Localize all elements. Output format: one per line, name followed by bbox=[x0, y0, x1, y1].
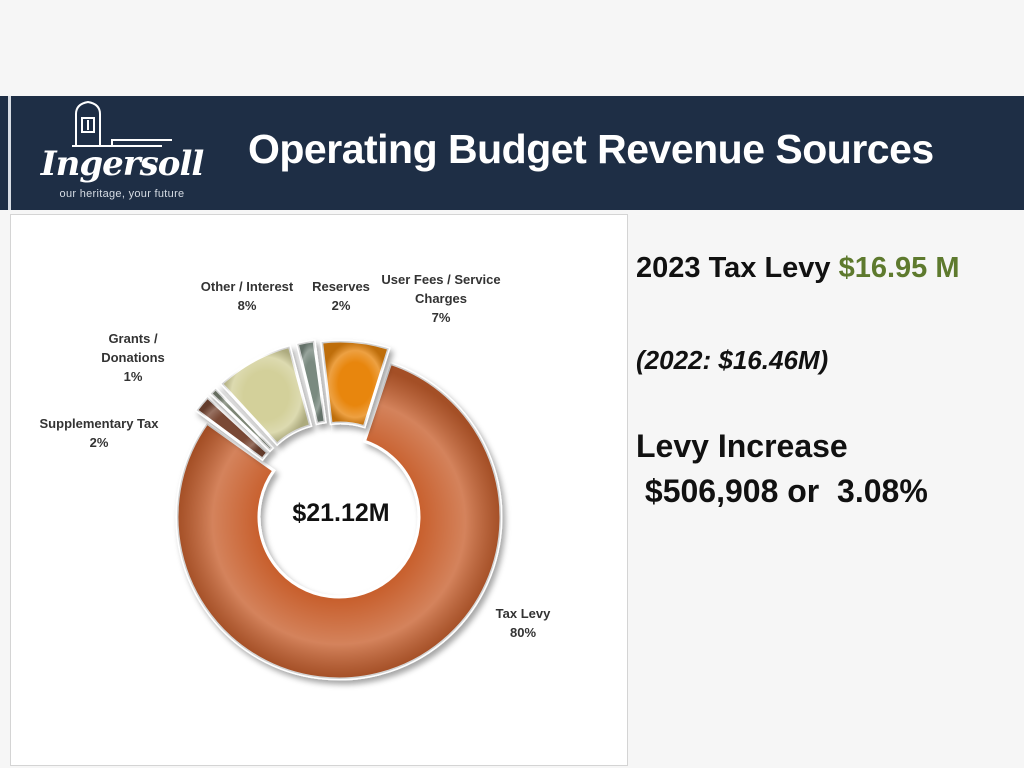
slice-label-user-fees: User Fees / Service Charges 7% bbox=[381, 270, 501, 327]
slice-label-tax-levy: Tax Levy 80% bbox=[481, 604, 565, 642]
revenue-donut-chart: Other / Interest 8% Reserves 2% User Fee… bbox=[10, 214, 628, 766]
slice-value-tax-levy: 80% bbox=[509, 625, 537, 640]
slice-name-user-fees: User Fees / Service Charges bbox=[381, 272, 501, 306]
page-title: Operating Budget Revenue Sources bbox=[248, 126, 934, 172]
town-hall-tower-icon bbox=[72, 100, 172, 147]
slice-value-reserves: 2% bbox=[331, 298, 351, 313]
donut-slice-sheen-supplementary bbox=[196, 397, 268, 460]
slice-label-grants: Grants / Donations 1% bbox=[83, 329, 183, 386]
slice-name-grants: Grants / Donations bbox=[101, 331, 165, 365]
slice-value-user-fees: 7% bbox=[431, 310, 451, 325]
logo-wordmark: Ingersoll bbox=[40, 144, 205, 184]
banner-edge-strip bbox=[8, 96, 11, 210]
levy-increase-label: Levy Increase bbox=[636, 428, 848, 464]
slice-label-reserves: Reserves 2% bbox=[303, 277, 379, 315]
donut-slice-sheen-grants bbox=[210, 388, 273, 451]
slice-value-supplementary: 2% bbox=[89, 435, 109, 450]
slice-value-grants: 1% bbox=[123, 369, 143, 384]
donut-center-total: $21.12M bbox=[292, 499, 390, 527]
tax-levy-label: 2023 Tax Levy bbox=[636, 252, 831, 284]
slice-name-supplementary: Supplementary Tax bbox=[39, 416, 159, 431]
ingersoll-logo: Ingersoll our heritage, your future bbox=[22, 100, 222, 206]
slice-label-supplementary: Supplementary Tax 2% bbox=[39, 414, 159, 452]
slice-label-other-interest: Other / Interest 8% bbox=[181, 277, 313, 315]
donut-slice-sheen-reserves bbox=[297, 340, 326, 424]
slice-value-other-interest: 8% bbox=[237, 298, 257, 313]
tax-levy-summary: 2023 Tax Levy $16.95 M bbox=[636, 252, 960, 285]
donut-slice-sheen-tax-levy bbox=[177, 363, 501, 680]
donut-chart-canvas bbox=[175, 339, 503, 681]
tax-levy-value: $16.95 M bbox=[838, 252, 960, 284]
title-banner bbox=[0, 96, 1024, 210]
levy-increase-value: $506,908 or 3.08% bbox=[636, 473, 928, 509]
prior-year-levy: (2022: $16.46M) bbox=[636, 345, 829, 375]
slice-name-tax-levy: Tax Levy bbox=[495, 606, 551, 621]
slice-name-reserves: Reserves bbox=[312, 279, 370, 294]
slice-name-other-interest: Other / Interest bbox=[200, 279, 294, 294]
donut-slice-sheen-other-interest bbox=[221, 346, 311, 445]
logo-tagline: our heritage, your future bbox=[59, 188, 185, 200]
donut-slice-sheen-user-fees bbox=[321, 341, 389, 427]
